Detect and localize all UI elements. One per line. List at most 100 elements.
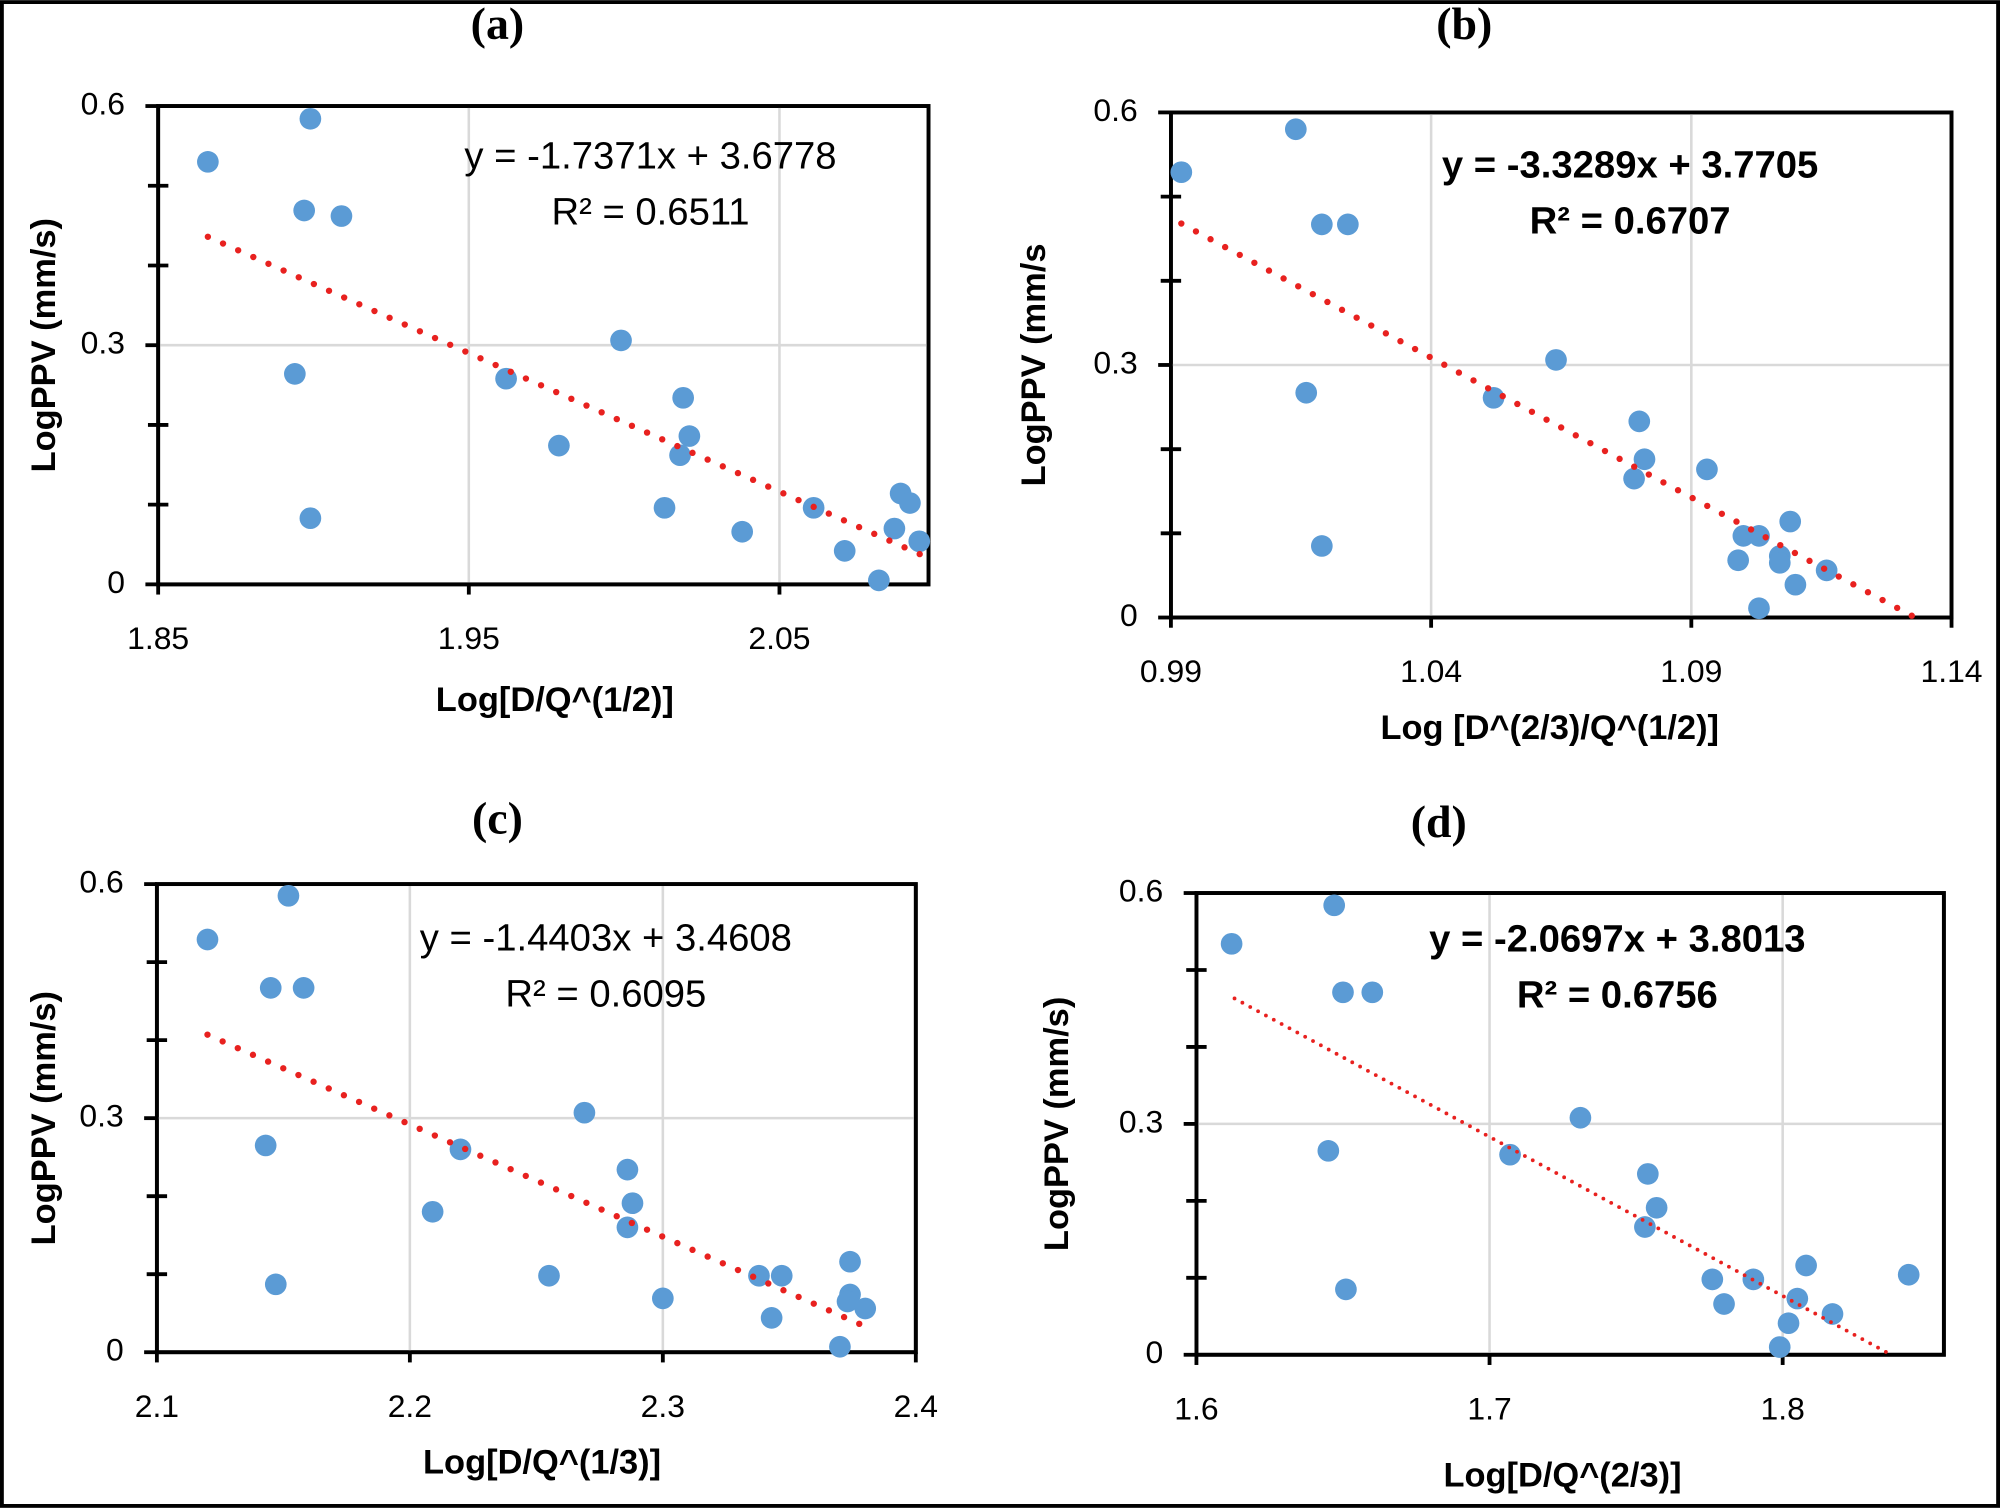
y-tick-label: 0.3 (1119, 1103, 1163, 1139)
y-axis-label: LogPPV (mm/s) (25, 991, 63, 1245)
panel-title: (d) (1411, 796, 1467, 847)
equation: y = -1.7371x + 3.6778 (464, 134, 836, 177)
point (1768, 1336, 1791, 1358)
point (292, 977, 315, 999)
point (1323, 894, 1346, 917)
y-axis-label: LogPPV (mm/s) (25, 218, 63, 472)
point (1634, 1216, 1656, 1238)
panel: 2.1 2.2 2.3 2.4 0 0.3 0.6 (c) Log[D/Q^(1/3)] LogP… (25, 792, 938, 1481)
point (899, 492, 921, 514)
x-tick-label: 1.14 (1921, 653, 1983, 689)
point (678, 425, 701, 447)
plot-border (1169, 110, 1954, 620)
point (449, 1138, 472, 1161)
x-tick-label: 2.4 (894, 1388, 938, 1424)
point (299, 507, 322, 530)
panel: 0.99 1.04 1.09 1.14 0 0.3 0.6 (b) Log [D^(2/3)/Q… (1015, 0, 1983, 747)
point (1284, 118, 1307, 141)
point (293, 199, 316, 222)
point (1332, 981, 1354, 1004)
plot-border (1194, 891, 1946, 1357)
point (1623, 467, 1645, 490)
point (1727, 549, 1750, 572)
point (284, 363, 306, 385)
point (1795, 1254, 1817, 1277)
panel-title: (a) (471, 0, 525, 49)
point (1361, 981, 1384, 1004)
y-tick-label: 0.3 (81, 325, 125, 361)
y-tick-label: 0.6 (1093, 92, 1137, 128)
point (538, 1264, 560, 1287)
point (277, 884, 300, 907)
y-axis-label: LogPPV (mm/s (1015, 244, 1053, 487)
panel: 1.85 1.95 2.05 0 0.3 0.6 (a) Log[D/Q^(1/2)] LogP… (25, 0, 932, 719)
trendline (1178, 220, 1919, 621)
point (1779, 510, 1802, 533)
point (1310, 213, 1333, 236)
point (1786, 1287, 1809, 1310)
x-tick-label: 2.1 (135, 1388, 179, 1424)
equation: R² = 0.6756 (1517, 974, 1718, 1017)
point (421, 1200, 444, 1223)
point (1777, 1312, 1800, 1335)
trendline (204, 1031, 869, 1330)
y-tick-label: 0 (107, 564, 125, 600)
point (610, 329, 632, 352)
point (259, 977, 282, 999)
y-tick-label: 0.3 (1093, 344, 1137, 380)
point (1784, 573, 1807, 596)
point (1482, 386, 1505, 409)
point (1713, 1293, 1735, 1315)
point (839, 1250, 861, 1273)
point (196, 928, 219, 951)
point (1499, 1143, 1521, 1166)
point (1220, 932, 1243, 955)
point (1696, 458, 1718, 481)
point (616, 1158, 639, 1181)
y-tick-label: 0.6 (79, 864, 123, 900)
point (1545, 349, 1567, 371)
panel-title: (c) (472, 792, 523, 843)
x-tick-label: 2.3 (641, 1388, 685, 1424)
point (883, 517, 906, 540)
point (548, 434, 570, 457)
point (770, 1264, 793, 1287)
point (1633, 448, 1656, 471)
point (1821, 1303, 1844, 1325)
point (616, 1216, 639, 1239)
equation: y = -3.3289x + 3.7705 (1442, 143, 1818, 186)
point (264, 1273, 287, 1296)
point (1628, 410, 1651, 433)
plot-border (154, 882, 918, 1355)
equation: R² = 0.6707 (1530, 199, 1731, 242)
x-tick-label: 1.7 (1467, 1390, 1511, 1426)
point (833, 540, 856, 562)
x-axis-label: Log[D/Q^(1/2)] (436, 681, 674, 719)
point (1636, 1163, 1659, 1185)
point (197, 151, 219, 173)
y-axis-label: LogPPV (mm/s) (1038, 997, 1076, 1251)
y-tick-label: 0.6 (81, 85, 125, 121)
point (653, 496, 676, 519)
y-tick-label: 0.3 (79, 1098, 123, 1134)
equation: y = -2.0697x + 3.8013 (1429, 918, 1805, 961)
x-tick-label: 2.05 (748, 620, 810, 656)
equation: R² = 0.6095 (505, 972, 706, 1015)
point (829, 1335, 851, 1358)
equation: R² = 0.6511 (551, 191, 749, 234)
point (254, 1134, 277, 1157)
y-tick-label: 0 (1120, 597, 1138, 633)
point (1337, 213, 1359, 236)
x-tick-label: 1.95 (438, 620, 500, 656)
point (621, 1192, 644, 1215)
x-axis-label: Log[D/Q^(2/3)] (1443, 1456, 1681, 1494)
x-tick-label: 1.8 (1761, 1390, 1805, 1426)
point (1310, 535, 1333, 557)
point (330, 205, 353, 227)
point (1897, 1263, 1920, 1286)
y-tick-label: 0.6 (1119, 872, 1163, 908)
trendline (204, 233, 932, 562)
point (854, 1297, 877, 1320)
plot-border (156, 104, 931, 587)
